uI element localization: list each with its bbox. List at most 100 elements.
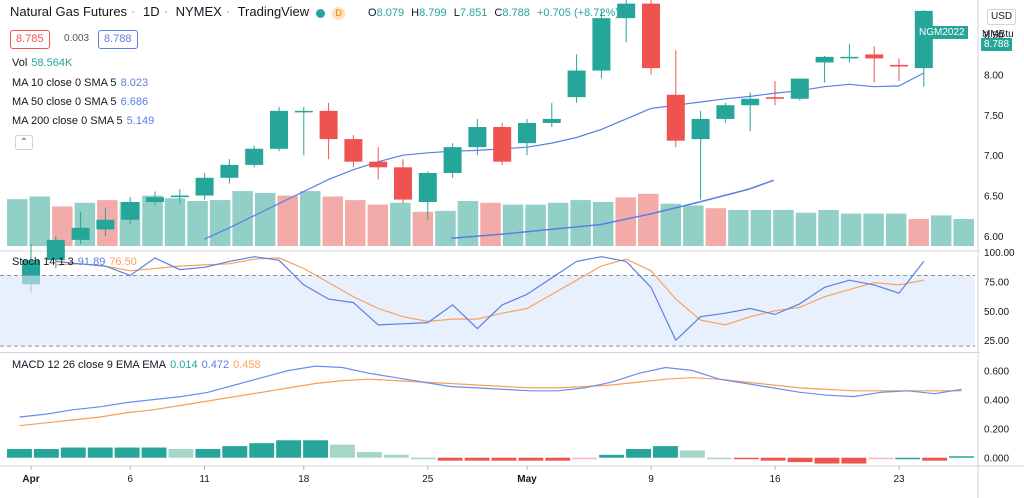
- currency-button[interactable]: USD: [987, 9, 1017, 25]
- candle-body: [691, 118, 710, 140]
- volume-bar: [52, 206, 73, 246]
- ma10-legend[interactable]: MA 10 close 0 SMA 5 8.023: [12, 77, 149, 89]
- time-tick-label: 11: [199, 474, 210, 485]
- candle-body: [617, 3, 636, 19]
- buy-price-button[interactable]: 8.788: [98, 30, 138, 49]
- volume-bar: [299, 191, 321, 246]
- time-tick-label: 23: [893, 474, 905, 485]
- macd-hist-bar: [545, 457, 571, 461]
- time-tick-label: May: [517, 474, 537, 485]
- volume-bar: [390, 202, 411, 246]
- macd-hist-bar: [599, 454, 625, 458]
- macd-legend[interactable]: MACD 12 26 close 9 EMA EMA 0.014 0.472 0.45…: [12, 359, 261, 371]
- candle-body: [418, 172, 437, 202]
- high-value: 8.799: [419, 7, 447, 19]
- macd-hist-bar: [249, 443, 275, 458]
- candle-body: [468, 127, 487, 148]
- ma10-value: 8.023: [120, 77, 149, 89]
- volume-bar: [773, 210, 794, 246]
- volume-bar: [164, 198, 186, 246]
- macd-hist-bar: [491, 457, 517, 461]
- ohlc-readout: O8.079 H8.799 L7.851 C8.788 +0.705 (+8.7…: [368, 7, 619, 19]
- macd-hist-bar: [222, 446, 248, 458]
- candle-body: [567, 70, 586, 98]
- symbol-name[interactable]: Natural Gas Futures: [10, 4, 128, 19]
- macd-line: [19, 365, 962, 418]
- candle-body: [96, 219, 115, 230]
- macd-tick-label: 0.200: [984, 425, 1009, 436]
- candle-body: [71, 227, 90, 240]
- unit-label[interactable]: MMBtu: [982, 29, 1014, 40]
- macd-tick-label: 0.600: [984, 366, 1009, 377]
- price-tick-label: 6.50: [984, 192, 1004, 203]
- candle-body: [914, 10, 933, 69]
- macd-hist-bar: [464, 457, 490, 461]
- macd-hist-bar: [868, 457, 894, 460]
- macd-hist-bar: [518, 457, 544, 461]
- macd-hist-bar: [814, 457, 840, 464]
- macd-hist-bar: [653, 446, 678, 458]
- macd-hist-bar: [356, 451, 382, 458]
- symbol-tag: NGM2022: [916, 26, 968, 39]
- candle-body: [790, 78, 809, 99]
- interval[interactable]: 1D: [143, 4, 160, 19]
- macd-hist-bar: [895, 457, 921, 460]
- volume-bar: [29, 196, 51, 246]
- macd-hist-bar: [60, 447, 86, 458]
- candle-body: [344, 139, 363, 162]
- volume-bar: [412, 211, 434, 246]
- last-price-tag: 8.788: [981, 38, 1013, 51]
- candle-body: [170, 195, 189, 198]
- chevron-up-icon[interactable]: ⌃: [15, 135, 33, 150]
- candle-body: [195, 177, 214, 196]
- time-tick-label: 16: [769, 474, 781, 485]
- macd-signal-value: 0.458: [233, 359, 261, 371]
- ma50-legend[interactable]: MA 50 close 0 SMA 5 6.686: [12, 96, 149, 108]
- chart-header: Natural Gas Futures · 1D · NYMEX · TradingV…: [10, 4, 310, 19]
- candle-body: [592, 18, 611, 71]
- macd-hist-bar: [168, 449, 194, 458]
- macd-hist-bar: [922, 457, 948, 461]
- volume-bar: [615, 197, 636, 246]
- stoch-legend[interactable]: Stoch 14 1 3 91.89 76.50: [12, 256, 137, 268]
- volume-bar: [547, 202, 569, 246]
- macd-hist-bar: [141, 447, 167, 458]
- volume-bar: [480, 202, 501, 246]
- ma50-line: [451, 179, 775, 240]
- macd-hist-bar: [276, 440, 302, 458]
- low-value: 7.851: [459, 7, 488, 19]
- macd-hist-bar: [841, 457, 867, 464]
- macd-hist-bar: [195, 449, 221, 458]
- volume-bar: [435, 210, 456, 246]
- change-value: +0.705 (+8.72%): [536, 7, 619, 19]
- close-value: 8.788: [502, 7, 530, 19]
- stoch-tick-label: 50.00: [984, 307, 1009, 318]
- volume-bar: [525, 204, 546, 246]
- macd-hist-bar: [303, 440, 328, 458]
- volume-bar: [660, 203, 682, 246]
- vol-legend[interactable]: Vol 58.564K: [12, 57, 73, 69]
- volume-bar: [570, 200, 591, 246]
- volume-bar: [750, 210, 772, 246]
- volume-bar: [232, 191, 253, 246]
- market-status[interactable]: D: [316, 6, 349, 20]
- stoch-k-line: [55, 256, 925, 342]
- macd-hist-bar: [410, 457, 436, 460]
- macd-hist-bar: [33, 449, 59, 458]
- sell-price-button[interactable]: 8.785: [10, 30, 50, 49]
- candle-body: [369, 161, 388, 168]
- stoch-tick-label: 75.00: [984, 277, 1009, 288]
- macd-hist-bar: [114, 447, 140, 458]
- candle-body: [245, 148, 264, 165]
- candle-body: [294, 110, 313, 113]
- volume-bar: [254, 192, 276, 246]
- vol-value: 58.564K: [31, 57, 73, 69]
- volume-bar: [209, 200, 231, 246]
- ma200-legend[interactable]: MA 200 close 0 SMA 5 5.149: [12, 115, 155, 127]
- volume-bar: [795, 212, 817, 246]
- macd-hist-bar: [87, 447, 113, 458]
- volume-bar: [7, 199, 28, 246]
- exchange: NYMEX: [175, 4, 222, 19]
- spread-value: 0.003: [64, 33, 90, 44]
